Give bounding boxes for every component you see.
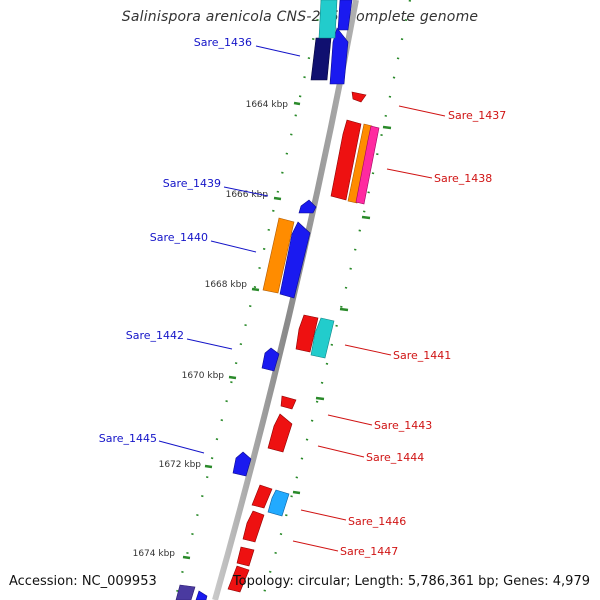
- gene-label-sare-1439[interactable]: Sare_1439: [163, 177, 221, 190]
- scale-label-1666: 1666 kbp: [226, 190, 269, 200]
- scale-label-1672: 1672 kbp: [159, 460, 202, 470]
- gene-arrow-sare-1442[interactable]: [261, 347, 280, 372]
- scale-label-1668: 1668 kbp: [205, 280, 248, 290]
- gene-arrow-sare-1440[interactable]: [279, 221, 311, 299]
- gene-arrow-sare-1440-orange[interactable]: [262, 217, 295, 294]
- gene-label-sare-1440[interactable]: Sare_1440: [150, 231, 208, 244]
- topology-text: Topology: circular; Length: 5,786,361 bp…: [232, 574, 590, 589]
- gene-arrow-blue-bottom[interactable]: [195, 590, 208, 600]
- callouts-left: [158, 45, 301, 454]
- gene-arrow-sare-1444[interactable]: [267, 413, 293, 453]
- gene-label-sare-1437[interactable]: Sare_1437: [448, 109, 506, 122]
- tick-track-inner: [173, 0, 324, 600]
- gene-arrow-sare-1438-orange[interactable]: [347, 123, 373, 204]
- gene-arrow-sare-1436a[interactable]: [310, 37, 332, 81]
- gene-arrow-sare-1446-red[interactable]: [251, 484, 273, 509]
- gene-arrow-blue-top[interactable]: [337, 0, 353, 31]
- gene-label-sare-1442[interactable]: Sare_1442: [126, 329, 184, 342]
- gene-arrow-sare-1445[interactable]: [232, 451, 252, 477]
- scale-label-1670: 1670 kbp: [182, 371, 225, 381]
- gene-arrow-sare-1438-red[interactable]: [330, 119, 362, 201]
- gene-arrow-sare-1446[interactable]: [267, 489, 290, 517]
- gene-label-sare-1438[interactable]: Sare_1438: [434, 172, 492, 185]
- accession-text: Accession: NC_009953: [9, 574, 157, 589]
- gene-arrow-cyan-top[interactable]: [318, 0, 338, 39]
- gene-label-sare-1447[interactable]: Sare_1447: [340, 545, 398, 558]
- gene-arrow-purple-bottom[interactable]: [175, 584, 196, 600]
- scale-label-1664: 1664 kbp: [246, 100, 289, 110]
- gene-arrow-sare-1443[interactable]: [280, 395, 297, 410]
- gene-label-sare-1443[interactable]: Sare_1443: [374, 419, 432, 432]
- gene-arrow-sare-1436[interactable]: [329, 27, 349, 85]
- gene-label-sare-1436[interactable]: Sare_1436: [194, 36, 252, 49]
- gene-label-sare-1441[interactable]: Sare_1441: [393, 349, 451, 362]
- gene-arrow-sare-1447-c[interactable]: [227, 565, 250, 593]
- gene-arrow-sare-1447-a[interactable]: [242, 510, 265, 543]
- map-title: Salinispora arenicola CNS-205, complete …: [121, 9, 479, 25]
- gene-arrow-sare-1441-red[interactable]: [295, 314, 319, 353]
- callouts-right: [292, 105, 446, 552]
- gene-label-sare-1445[interactable]: Sare_1445: [99, 432, 157, 445]
- scale-label-1674: 1674 kbp: [133, 549, 176, 559]
- gene-arrow-sare-1437[interactable]: [351, 91, 367, 103]
- gene-label-sare-1446[interactable]: Sare_1446: [348, 515, 406, 528]
- gene-arrow-sare-1447-b[interactable]: [236, 546, 255, 567]
- gene-arrow-sare-1438-magenta[interactable]: [355, 125, 380, 205]
- gene-arrow-sare-1439[interactable]: [298, 199, 317, 214]
- gene-label-sare-1444[interactable]: Sare_1444: [366, 451, 424, 464]
- major-ticks: [182, 101, 392, 560]
- gene-arrow-sare-1441[interactable]: [310, 317, 335, 359]
- genome-backbone: [212, 0, 359, 600]
